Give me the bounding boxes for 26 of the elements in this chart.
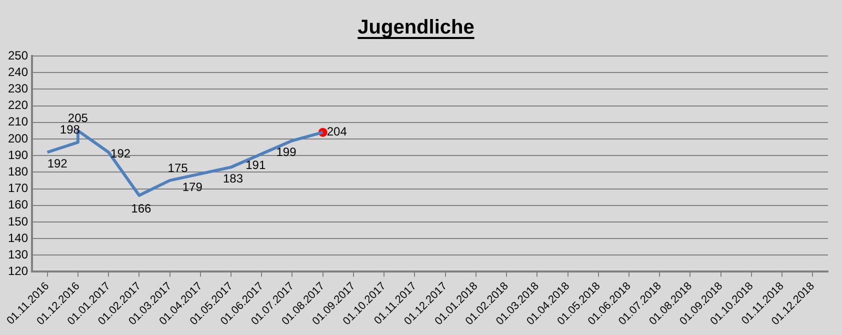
y-tick-label: 180	[8, 164, 28, 178]
y-tick-label: 140	[8, 230, 28, 245]
y-tick-label: 240	[8, 64, 28, 79]
data-label: 175	[168, 160, 188, 175]
data-label: 205	[68, 110, 88, 125]
y-tick-label: 150	[8, 214, 28, 228]
data-label: 166	[131, 202, 152, 216]
y-tick-label: 220	[8, 98, 28, 112]
y-tick-label: 170	[8, 181, 28, 196]
y-tick-label: 250	[8, 48, 28, 62]
chart-title: Jugendliche	[358, 16, 474, 39]
y-tick-label: 130	[8, 247, 28, 262]
data-label: 192	[47, 156, 68, 171]
data-label: 204	[326, 124, 348, 139]
data-label: 192	[110, 146, 131, 161]
data-label: 198	[60, 122, 80, 137]
data-label: 183	[223, 172, 244, 186]
data-label: 179	[182, 180, 203, 194]
data-label: 191	[246, 158, 266, 172]
y-tick-label: 200	[8, 131, 28, 146]
y-tick-label: 160	[8, 198, 28, 212]
y-tick-label: 210	[8, 114, 28, 129]
data-label: 199	[276, 144, 297, 159]
y-tick-label: 230	[8, 82, 28, 96]
y-tick-label: 120	[8, 264, 28, 278]
y-tick-label: 190	[8, 148, 28, 162]
